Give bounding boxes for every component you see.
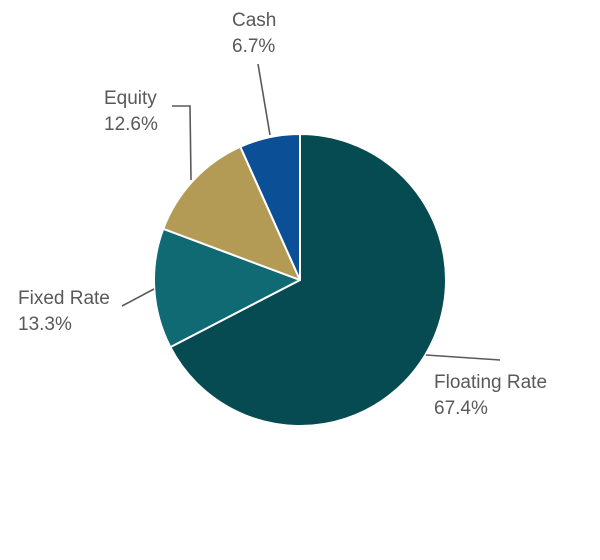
slice-label-name-cash: Cash bbox=[232, 10, 276, 31]
slice-label-cash: Cash 6.7% bbox=[232, 10, 276, 57]
slice-label-value-cash: 6.7% bbox=[232, 36, 275, 57]
slice-label-value-equity: 12.6% bbox=[104, 114, 158, 135]
slice-label-name-equity: Equity bbox=[104, 88, 157, 109]
leader-line-floating-rate bbox=[425, 354, 501, 361]
slice-label-fixed-rate: Fixed Rate 13.3% bbox=[18, 288, 110, 335]
slice-labels: Floating Rate 67.4% Fixed Rate 13.3% Equity 1… bbox=[18, 10, 547, 419]
slice-label-floating-rate: Floating Rate 67.4% bbox=[434, 372, 547, 419]
leader-line-equity bbox=[172, 105, 192, 181]
leader-line-cash bbox=[257, 63, 271, 136]
slice-label-equity: Equity 12.6% bbox=[104, 88, 158, 135]
slice-label-name-floating-rate: Floating Rate bbox=[434, 372, 547, 393]
pie-slice-fixed-rate bbox=[153, 227, 301, 349]
slice-label-value-fixed-rate: 13.3% bbox=[18, 314, 72, 335]
leader-line-fixed-rate bbox=[121, 288, 155, 307]
leader-lines bbox=[121, 63, 501, 361]
slice-label-name-fixed-rate: Fixed Rate bbox=[18, 288, 110, 309]
pie-slice-equity bbox=[162, 145, 301, 281]
pie-slice-cash bbox=[239, 133, 301, 281]
pie-slice-floating-rate bbox=[169, 133, 447, 427]
slice-label-value-floating-rate: 67.4% bbox=[434, 398, 488, 419]
pie-slices bbox=[153, 133, 447, 427]
